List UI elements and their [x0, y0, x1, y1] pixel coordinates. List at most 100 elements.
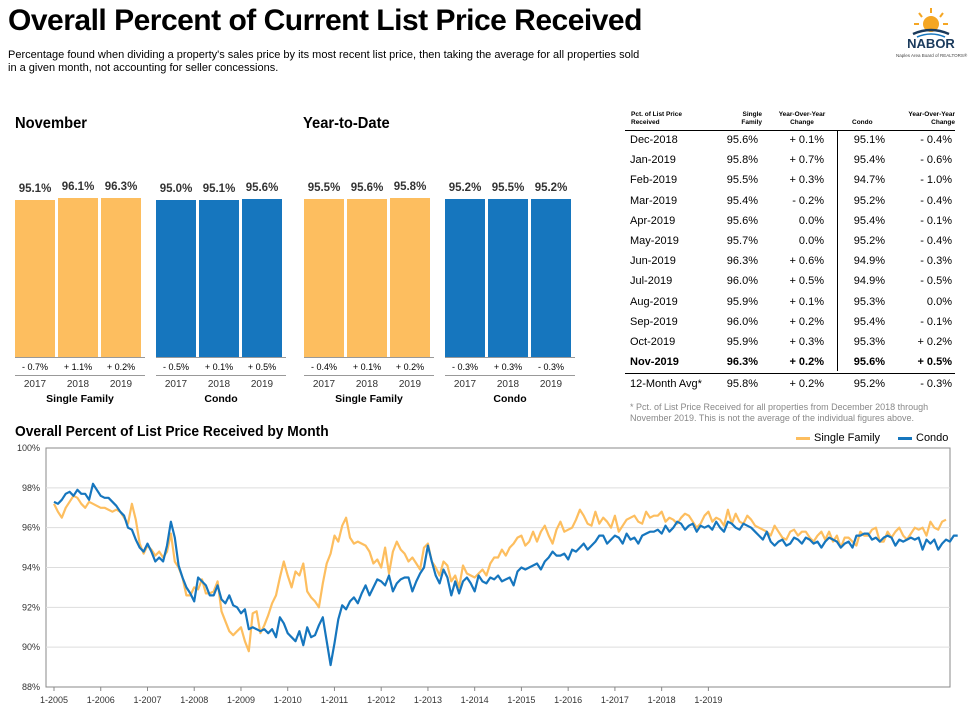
table-footnote: * Pct. of List Price Received for all pr… — [630, 402, 929, 423]
bar-year-label: 2019 — [250, 379, 274, 390]
table-row-label: Apr-2019 — [630, 214, 676, 227]
table-cell: - 0.4% — [920, 194, 952, 207]
bar-change-label: + 0.2% — [106, 362, 136, 372]
bar-change-label: - 0.7% — [21, 362, 48, 372]
legend-single-family: Single Family — [796, 432, 880, 444]
bar-change-label: - 0.3% — [451, 362, 478, 372]
table-row-label: Mar-2019 — [630, 194, 678, 207]
x-tick-label: 1-2008 — [180, 695, 208, 705]
table-cell: 95.8% — [726, 154, 758, 167]
table-row-label: Aug-2019 — [630, 295, 678, 308]
bar-change-label: - 0.4% — [310, 362, 337, 372]
bar-change-label: - 0.3% — [537, 362, 564, 372]
table-cell: 95.1% — [853, 134, 885, 146]
x-tick-label: 1-2005 — [40, 695, 68, 705]
table-cell: 0.0% — [798, 214, 824, 227]
bar-year-label: 2019 — [109, 379, 133, 390]
table-cell: 96.0% — [726, 315, 758, 328]
bar-year-label: 2017 — [23, 379, 47, 390]
table-cell: 95.6% — [726, 214, 758, 227]
bar-year-label: 2017 — [312, 379, 336, 390]
table-cell: 95.2% — [853, 194, 885, 207]
bar-change-label: + 1.1% — [63, 362, 93, 372]
table-row-label: Sep-2019 — [630, 315, 678, 328]
table-cell: 95.2% — [853, 235, 885, 247]
x-tick-label: 1-2015 — [507, 695, 535, 705]
x-tick-label: 1-2012 — [367, 695, 395, 705]
table-header: Condo — [852, 119, 873, 126]
bar-value-label: 95.0% — [159, 182, 193, 195]
table-header: Single Family — [741, 111, 762, 126]
x-tick-label: 1-2018 — [648, 695, 676, 705]
page-title: Overall Percent of Current List Price Re… — [8, 4, 642, 37]
bar-baseline — [445, 357, 575, 358]
y-tick-label: 88% — [22, 682, 40, 692]
table-cell: 95.9% — [726, 336, 758, 348]
table-cell: + 0.6% — [789, 255, 824, 268]
y-tick-label: 96% — [22, 523, 40, 533]
table-cell: 95.3% — [853, 336, 885, 348]
table-header: Year-Over-Year Change — [778, 111, 826, 126]
table-cell: 96.3% — [726, 255, 758, 268]
bar — [304, 198, 344, 357]
table-cell: 95.5% — [726, 174, 758, 187]
table-row-label: Jul-2019 — [630, 275, 673, 288]
bar-value-label: 95.2% — [448, 182, 482, 195]
november-panel-title: November — [15, 115, 87, 132]
x-tick-label: 1-2017 — [601, 695, 629, 705]
bar — [242, 198, 282, 357]
table-header: Year-Over-Year Change — [908, 111, 955, 126]
table-row-label: May-2019 — [630, 235, 679, 247]
bar-change-label: + 0.1% — [204, 362, 234, 372]
bar-year-label: 2018 — [66, 379, 90, 390]
bar-baseline — [156, 357, 286, 358]
bar-change-label: + 0.3% — [493, 362, 523, 372]
table-cell: 95.6% — [726, 134, 758, 146]
table-cell: 95.4% — [726, 194, 758, 207]
table-row-label: Oct-2019 — [630, 336, 676, 348]
page-subtitle: Percentage found when dividing a propert… — [8, 49, 640, 74]
sun-icon — [912, 8, 950, 38]
y-tick-label: 98% — [22, 483, 40, 493]
bar-year-label: 2017 — [453, 379, 477, 390]
table-cell: - 0.3% — [920, 378, 952, 391]
table-header-rule — [625, 130, 955, 131]
table-cell: - 0.4% — [920, 134, 952, 146]
bar-year-label: 2018 — [496, 379, 520, 390]
x-tick-label: 1-2011 — [321, 695, 348, 705]
bar-change-label: + 0.5% — [247, 362, 277, 372]
table-row-label: Nov-2019 — [630, 356, 679, 369]
bar-value-label: 95.8% — [393, 181, 427, 194]
ytd-panel-title: Year-to-Date — [303, 115, 390, 132]
table-cell: 95.2% — [853, 378, 885, 391]
bar-year-label: 2018 — [207, 379, 231, 390]
bar-value-label: 95.5% — [307, 181, 341, 194]
bar-group-label: Single Family — [46, 393, 114, 405]
series-line-single-family — [53, 494, 947, 653]
table-header: Pct. of List Price Received — [631, 111, 682, 126]
table-cell: 95.4% — [853, 214, 885, 227]
bar — [156, 199, 196, 357]
bar-value-label: 95.1% — [202, 182, 236, 195]
bar-value-label: 95.6% — [350, 181, 384, 194]
table-row-label: Feb-2019 — [630, 174, 678, 187]
table-cell: 94.7% — [853, 174, 885, 187]
bar-year-label: 2018 — [355, 379, 379, 390]
table-row-label: 12-Month Avg* — [630, 378, 702, 391]
table-cell: + 0.2% — [789, 356, 824, 369]
bar-value-label: 95.6% — [245, 181, 279, 194]
table-row-label: Dec-2018 — [630, 134, 678, 146]
table-cell: 96.0% — [726, 275, 758, 288]
table-cell: + 0.1% — [789, 295, 824, 308]
legend-label: Condo — [916, 432, 949, 444]
x-tick-label: 1-2009 — [227, 695, 255, 705]
nabor-logo — [912, 8, 950, 38]
table-cell: + 0.2% — [917, 336, 952, 348]
table-cell: 94.9% — [853, 255, 885, 268]
bar-value-label: 96.1% — [61, 180, 95, 193]
table-cell: + 0.5% — [917, 356, 952, 369]
bar-axis-line — [15, 375, 145, 376]
bar — [488, 198, 528, 357]
table-cell: - 0.4% — [920, 235, 952, 247]
bar-value-label: 95.2% — [534, 182, 568, 195]
